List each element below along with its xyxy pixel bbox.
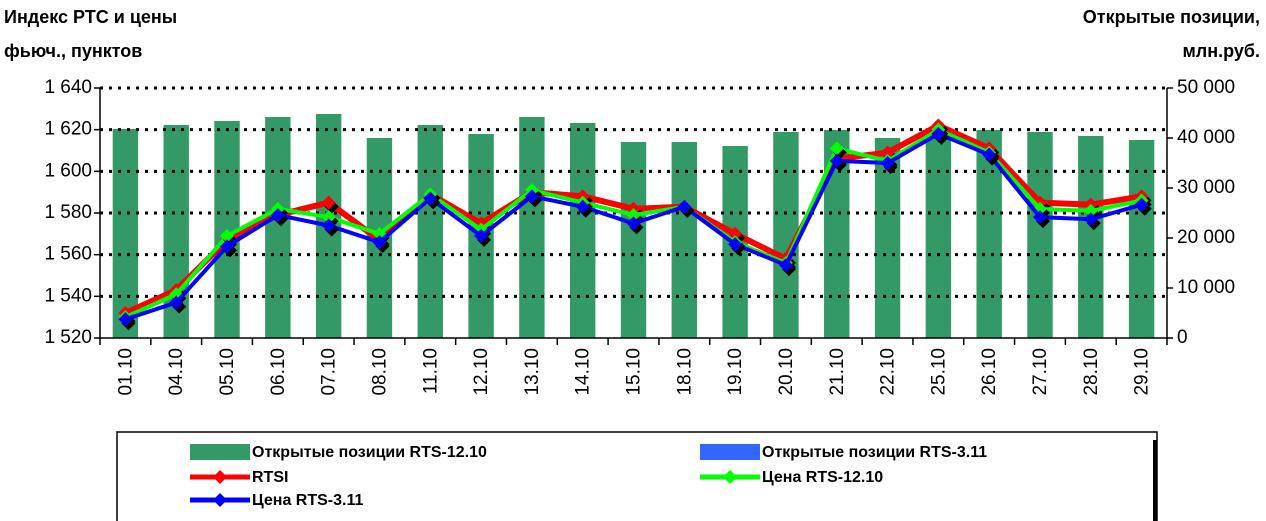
y2-tick-label: 0 <box>1177 327 1188 348</box>
y2-tick-label: 30 000 <box>1177 177 1235 198</box>
legend-label: Открытые позиции RTS-3.11 <box>762 444 987 461</box>
x-tick-label: 11.10 <box>420 348 441 394</box>
legend-marker <box>723 470 737 484</box>
x-tick-label: 05.10 <box>217 348 238 396</box>
bar <box>112 129 139 338</box>
marker <box>575 199 590 214</box>
bar <box>925 128 952 338</box>
x-tick-label: 04.10 <box>166 348 187 396</box>
legend-label: Цена RTS-3.11 <box>252 492 363 509</box>
y-tick-label: 1 620 <box>44 119 92 140</box>
y2-tick-label: 20 000 <box>1177 227 1235 248</box>
y2-tick-label: 50 000 <box>1177 77 1235 98</box>
marker <box>728 237 743 252</box>
bar <box>1027 132 1053 338</box>
marker <box>829 153 844 168</box>
y2-axis-title: млн.руб. <box>1182 41 1260 61</box>
marker <box>321 195 336 210</box>
x-tick-label: 12.10 <box>471 348 492 396</box>
x-tick-label: 18.10 <box>674 348 695 396</box>
marker <box>1032 210 1047 225</box>
marker <box>778 258 793 273</box>
y-tick-label: 1 640 <box>44 77 92 98</box>
marker <box>270 208 285 223</box>
legend-label: RTSI <box>252 469 288 486</box>
marker <box>118 312 133 327</box>
x-tick-label: 26.10 <box>979 348 1000 396</box>
x-tick-label: 25.10 <box>928 348 949 396</box>
marker <box>626 208 641 223</box>
x-tick-label: 01.10 <box>115 348 136 396</box>
marker <box>880 156 895 170</box>
y-tick-label: 1 560 <box>44 244 92 265</box>
marker <box>829 141 844 156</box>
x-tick-label: 08.10 <box>369 348 390 396</box>
legend-label: Цена RTS-12.10 <box>762 469 883 486</box>
legend-label: Открытые позиции RTS-12.10 <box>252 444 487 461</box>
x-tick-label: 15.10 <box>624 348 645 396</box>
x-tick-label: 20.10 <box>776 348 797 396</box>
x-tick-label: 22.10 <box>878 348 899 396</box>
bar <box>671 142 698 338</box>
marker <box>321 210 336 225</box>
x-tick-label: 27.10 <box>1030 348 1051 396</box>
marker <box>880 145 895 160</box>
x-tick-label: 14.10 <box>573 348 594 396</box>
marker <box>372 235 387 250</box>
legend-marker <box>213 470 227 484</box>
marker <box>1134 197 1149 212</box>
y2-tick-label: 10 000 <box>1177 277 1235 298</box>
y-axis-title: Индекс РТС и цены <box>4 7 177 27</box>
bar <box>1128 140 1155 338</box>
x-tick-label: 19.10 <box>725 348 746 396</box>
legend-swatch <box>190 444 250 460</box>
marker <box>169 295 184 310</box>
marker <box>931 126 946 141</box>
bar <box>519 117 545 338</box>
bar <box>569 123 596 338</box>
bar <box>417 125 443 338</box>
x-tick-label: 29.10 <box>1132 348 1153 396</box>
marker <box>474 228 489 243</box>
legend-swatch <box>700 444 760 460</box>
x-tick-label: 13.10 <box>522 348 543 396</box>
marker <box>220 228 235 243</box>
legend-box <box>116 431 1158 521</box>
y-axis-title: фьюч., пунктов <box>4 41 142 61</box>
marker <box>1083 203 1098 218</box>
y-tick-label: 1 580 <box>44 202 92 223</box>
marker <box>321 218 336 233</box>
y2-axis-title: Открытые позиции, <box>1083 7 1260 27</box>
x-tick-label: 21.10 <box>827 348 848 396</box>
marker <box>1083 212 1098 227</box>
bar <box>620 142 647 338</box>
marker <box>524 189 539 204</box>
marker <box>220 239 235 254</box>
y-tick-label: 1 540 <box>44 285 92 306</box>
x-tick-label: 07.10 <box>319 348 340 396</box>
bar <box>773 132 799 338</box>
x-tick-label: 28.10 <box>1081 348 1102 396</box>
y-tick-label: 1 520 <box>44 327 92 348</box>
legend-marker <box>213 493 227 507</box>
bar <box>874 138 901 338</box>
marker <box>423 191 438 206</box>
y-tick-label: 1 600 <box>44 160 92 181</box>
bar <box>265 117 291 338</box>
bar <box>1078 136 1104 338</box>
marker <box>677 199 692 214</box>
x-tick-label: 06.10 <box>268 348 289 396</box>
marker <box>626 216 641 231</box>
y2-tick-label: 40 000 <box>1177 127 1235 148</box>
marker <box>982 147 997 162</box>
